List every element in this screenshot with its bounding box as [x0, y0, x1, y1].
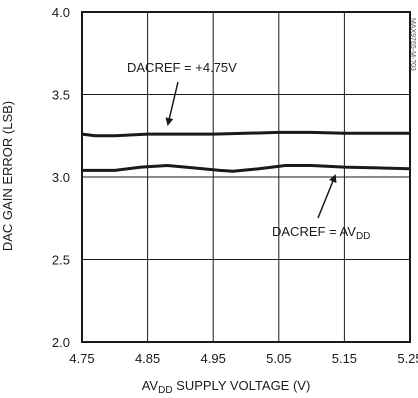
annotation-dacref-avdd: DACREF = AVDD [272, 224, 370, 242]
annotation-dacref-avdd-sub: DD [356, 231, 370, 242]
x-tick-label: 5.05 [266, 351, 291, 366]
x-tick-label: 4.85 [135, 351, 160, 366]
y-axis-label: DAC GAIN ERROR (LSB) [0, 101, 15, 251]
x-tick-label: 5.25 [397, 351, 418, 366]
y-tick-label: 3.5 [52, 88, 70, 103]
annotation-arrow-top [165, 81, 179, 126]
x-axis-label: AVDD SUPPLY VOLTAGE (V) [142, 378, 311, 396]
series-line-2 [82, 164, 411, 173]
x-axis-label-pre: AV [142, 378, 159, 393]
plot-frame [81, 11, 411, 343]
x-axis-label-post: SUPPLY VOLTAGE (V) [173, 378, 311, 393]
annotation-arrow-bottom [317, 174, 337, 219]
y-tick-label: 3.0 [52, 170, 70, 185]
series-layer [81, 130, 411, 173]
y-tick-label: 4.0 [52, 5, 70, 20]
plot-area [81, 11, 411, 343]
watermark-code: MAX9765-M-?03 [409, 18, 416, 71]
annotation-dacref-475: DACREF = +4.75V [127, 60, 237, 75]
annotation-dacref-avdd-pre: DACREF = AV [272, 224, 356, 239]
series-line-1 [81, 130, 410, 138]
ticks-layer: 4.75 4.85 4.95 5.05 5.15 5.25 2.0 2.5 3.0 3.5 4.0 [52, 5, 418, 366]
x-tick-label: 4.75 [69, 351, 94, 366]
x-tick-label: 5.15 [332, 351, 357, 366]
y-tick-label: 2.5 [52, 253, 70, 268]
x-tick-label: 4.95 [201, 351, 226, 366]
y-tick-label: 2.0 [52, 335, 70, 350]
grid [82, 12, 410, 342]
x-axis-label-sub: DD [158, 385, 172, 396]
